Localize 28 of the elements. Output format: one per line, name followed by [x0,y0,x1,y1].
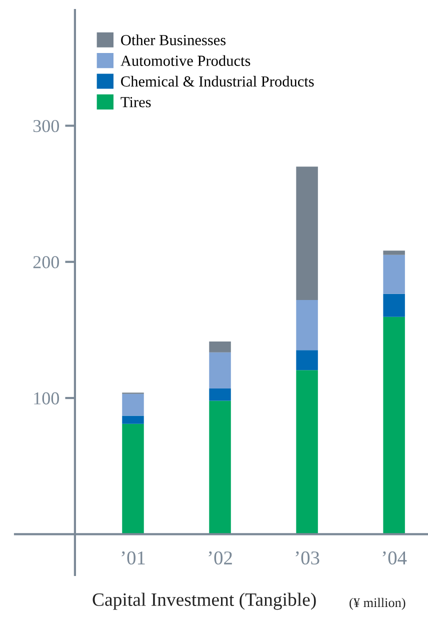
bar [209,352,231,388]
bar [296,300,318,350]
bar [122,416,144,424]
bar [122,394,144,416]
y-tick-label: 200 [33,256,59,268]
text: Capital Investment (Tangible) [92,592,316,610]
bar [209,388,231,401]
x-tick-label: ’03 [296,551,320,565]
x-tick-label: ’04 [382,551,407,565]
y-tick-label: 300 [33,120,59,132]
bar [296,166,318,300]
y-tick-label: 100 [34,392,59,404]
bar [122,424,144,534]
text: (¥ million) [350,598,406,610]
legend-label: Automotive Products [120,55,250,66]
bar [209,400,231,534]
bar [383,294,405,317]
bar [296,370,318,534]
bar [296,350,318,370]
legend-label: Other Businesses [121,34,226,46]
x-tick-label: ’01 [122,551,145,565]
bar [383,316,405,534]
legend-label: Chemical & Industrial Products [121,76,314,87]
x-tick-label: ’02 [208,551,232,565]
bar [383,250,405,255]
bar [383,254,405,294]
legend-label: Tires [120,97,151,108]
bar [209,342,231,352]
